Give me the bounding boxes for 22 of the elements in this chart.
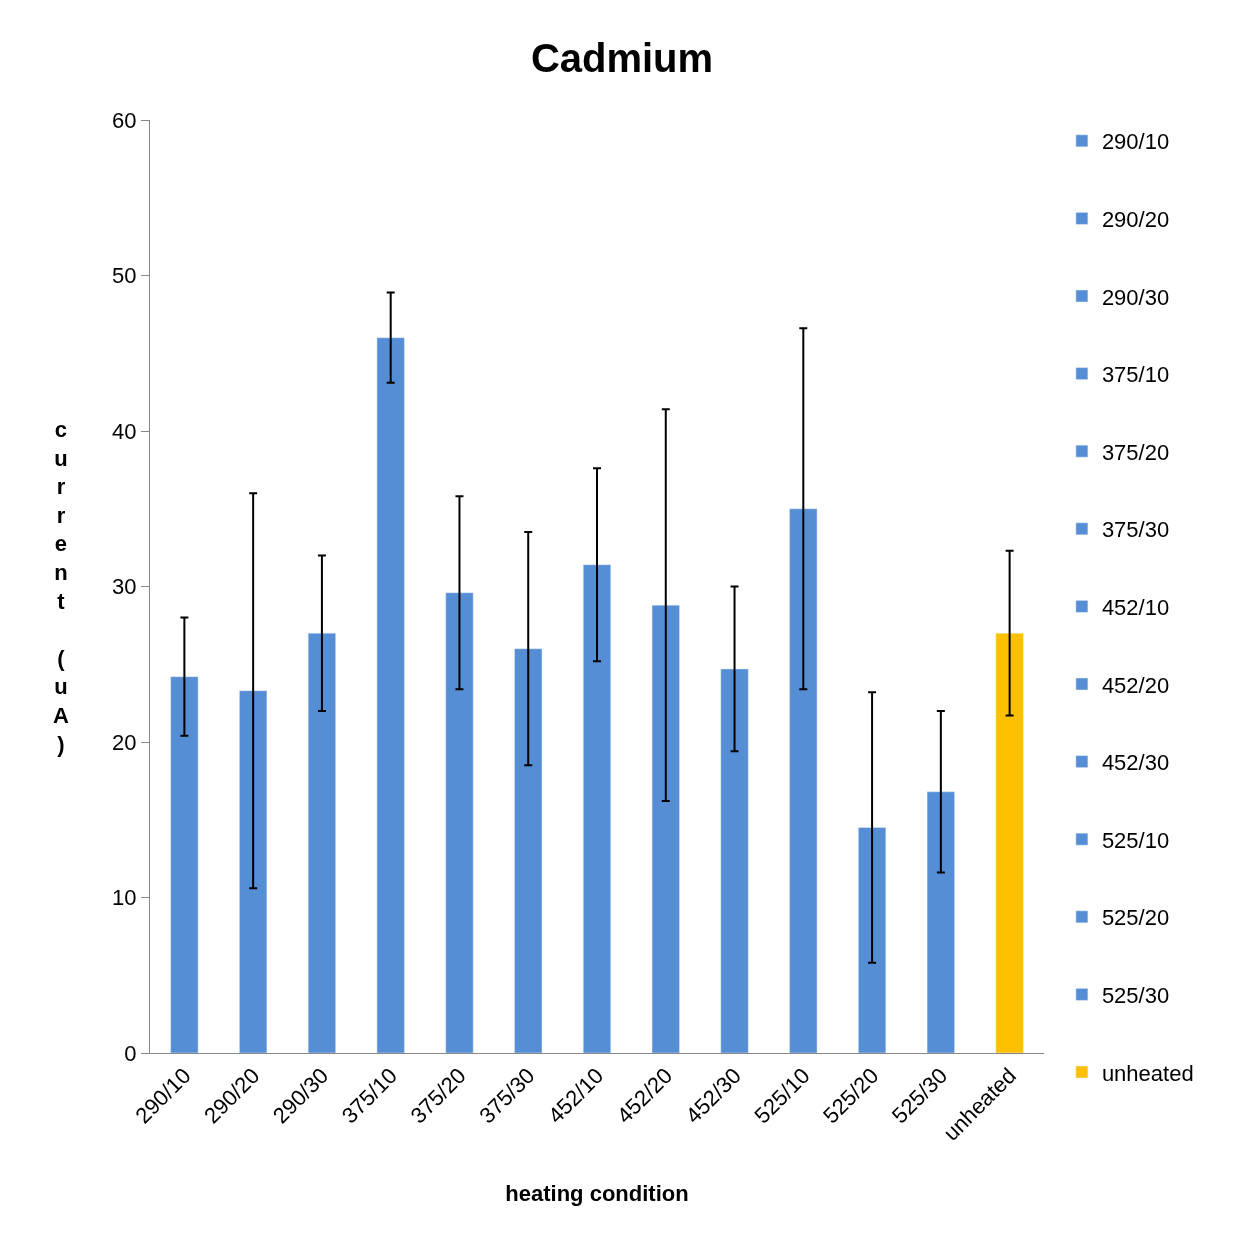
legend-label: 525/20 [1101, 905, 1170, 931]
y-tick-label: 30 [112, 574, 137, 600]
y-tick-label: 0 [124, 1040, 137, 1066]
legend-label: 290/30 [1101, 284, 1170, 310]
y-tick-label: 60 [112, 107, 137, 133]
y-tick-label: 10 [112, 885, 137, 911]
legend-label: 290/10 [1101, 129, 1170, 155]
x-axis-title: heating condition [505, 1180, 689, 1206]
legend-label: 452/30 [1101, 750, 1170, 776]
legend-label: 525/10 [1101, 827, 1170, 853]
legend-label: 375/30 [1101, 517, 1170, 543]
legend-label: 525/30 [1101, 982, 1170, 1008]
text: current (uA) [53, 417, 69, 757]
y-tick-label: 20 [112, 729, 137, 755]
y-tick-label: 50 [112, 263, 137, 289]
legend-label: 375/20 [1101, 439, 1170, 465]
chart-title: Cadmium [530, 35, 714, 80]
legend-label: 290/20 [1101, 206, 1170, 232]
y-tick-label: 40 [112, 418, 137, 444]
legend-label: 375/10 [1101, 362, 1170, 388]
legend-label: 452/10 [1101, 594, 1170, 620]
legend-label: 452/20 [1101, 672, 1170, 698]
